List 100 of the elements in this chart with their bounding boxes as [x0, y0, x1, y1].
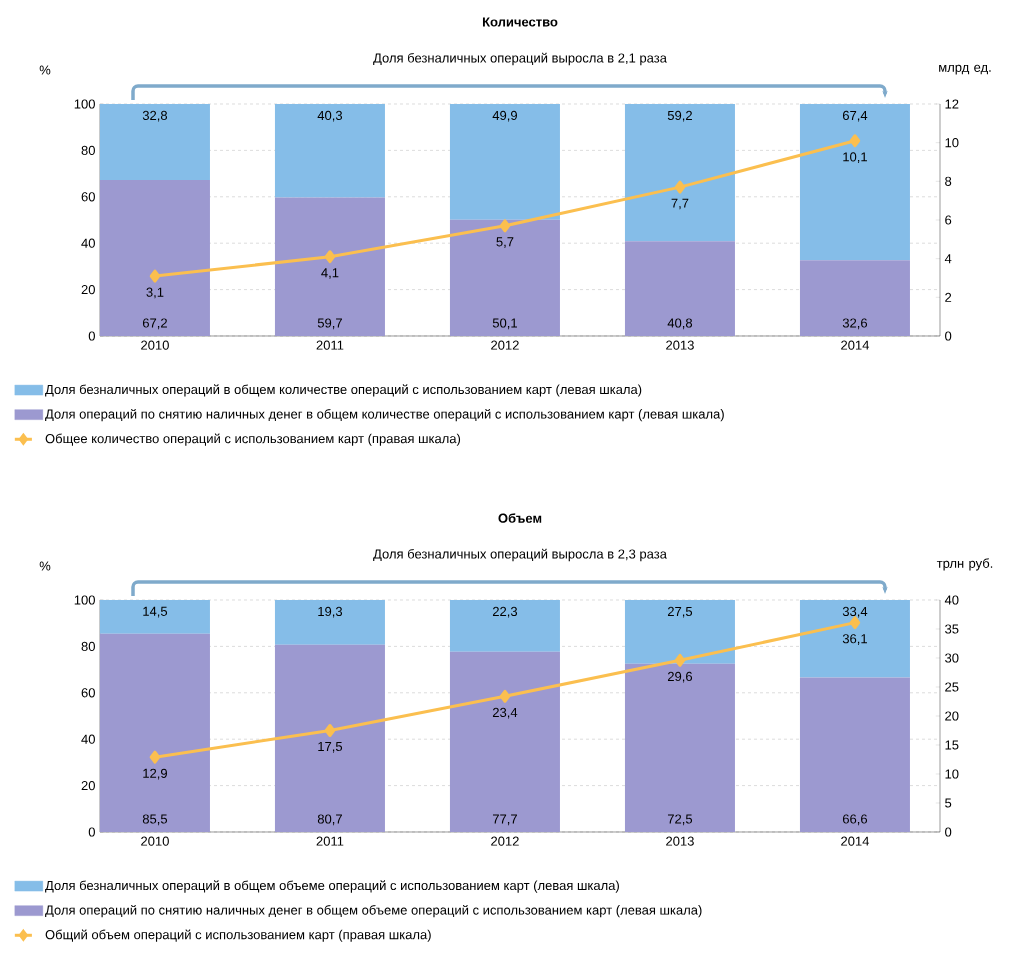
- y-tick-label: 0: [88, 331, 95, 341]
- y-tick-label: 0: [88, 827, 95, 837]
- bar: [99, 633, 210, 832]
- bar: [624, 241, 735, 336]
- legend-label: Доля безналичных операций в общем объеме операций с использованием карт (левая шкала): [45, 880, 619, 893]
- data-label: 23,4: [492, 707, 518, 719]
- y2-tick-label: 30: [945, 653, 959, 663]
- x-tick-label: 2011: [316, 340, 344, 350]
- point: [849, 134, 861, 148]
- y2-tick-label: 4: [944, 254, 952, 264]
- data-label: 80,7: [317, 814, 342, 826]
- y2-tick-label: 0: [945, 827, 952, 837]
- bar: [449, 651, 560, 832]
- bar: [799, 260, 910, 336]
- bar: [449, 103, 560, 220]
- bar: [274, 103, 385, 198]
- data-label: 72,5: [667, 814, 693, 826]
- bar: [624, 600, 735, 664]
- x-tick-label: 2014: [841, 340, 870, 350]
- chart-title: Количество: [482, 17, 558, 27]
- point: [324, 724, 336, 737]
- x-tick-label: 2014: [841, 836, 870, 846]
- data-label: 59,2: [667, 110, 692, 122]
- y2-tick-label: 12: [945, 99, 959, 109]
- data-label: 66,6: [842, 814, 868, 826]
- bar: [449, 600, 560, 652]
- point: [499, 689, 511, 703]
- bar: [99, 180, 210, 336]
- bar: [624, 663, 735, 832]
- data-label: 32,8: [142, 110, 168, 122]
- y2-tick-label: 2: [945, 292, 952, 302]
- y-tick-label: 100: [74, 99, 95, 109]
- y2-tick-label: 6: [945, 215, 952, 225]
- point: [674, 180, 686, 194]
- legend-label: Общее количество операций с использованием карт (правая шкала): [45, 433, 461, 446]
- y2-axis-title: трлн руб.: [936, 558, 993, 571]
- bar: [799, 103, 910, 261]
- x-tick-label: 2010: [141, 836, 169, 846]
- x-tick-label: 2013: [666, 340, 694, 350]
- bar: [274, 644, 385, 832]
- y-tick-label: 60: [81, 192, 95, 202]
- data-label: 12,9: [143, 768, 167, 780]
- data-label: 4,1: [321, 268, 339, 279]
- x-tick-label: 2012: [491, 836, 519, 846]
- y2-tick-label: 0: [945, 331, 952, 341]
- data-label: 49,9: [492, 110, 517, 122]
- bar: [624, 103, 735, 242]
- bar: [274, 197, 385, 336]
- y2-tick-label: 10: [945, 769, 959, 779]
- point: [324, 250, 336, 264]
- chart-title: Объем: [498, 513, 542, 523]
- x-tick-label: 2013: [666, 836, 694, 846]
- data-label: 29,6: [667, 671, 693, 683]
- text: Доля безналичных операций выросла в 2,3 раза: [373, 548, 667, 562]
- data-label: 77,7: [492, 814, 517, 826]
- y-tick-label: 40: [81, 734, 95, 744]
- data-label: 40,8: [667, 318, 693, 330]
- legend-label: Доля безналичных операций в общем количестве операций с использованием карт (левая шкала): [45, 384, 642, 397]
- data-label: 19,3: [318, 606, 343, 618]
- y2-tick-label: 20: [945, 711, 959, 721]
- y-tick-label: 100: [74, 595, 95, 605]
- data-label: 17,5: [318, 742, 343, 753]
- data-label: 10,1: [843, 152, 867, 163]
- legend-label: Доля операций по снятию наличных денег в общем количестве операций с использованием карт (левая шкала): [45, 408, 724, 422]
- point: [149, 750, 161, 764]
- bar: [449, 219, 560, 336]
- bar: [99, 600, 210, 634]
- y-tick-label: 20: [81, 284, 95, 295]
- data-label: 32,6: [842, 318, 868, 330]
- y2-tick-label: 40: [944, 595, 959, 605]
- x-tick-label: 2011: [316, 836, 344, 846]
- data-label: 85,5: [142, 814, 168, 826]
- data-label: 27,5: [667, 606, 693, 618]
- y-tick-label: 40: [81, 238, 95, 248]
- point: [499, 219, 511, 233]
- data-label: 67,2: [142, 318, 167, 330]
- y-axis-title: %: [39, 561, 51, 571]
- y2-tick-label: 8: [945, 176, 952, 186]
- data-label: 7,7: [671, 198, 689, 210]
- legend-label: Доля операций по снятию наличных денег в общем объеме операций с использованием карт (левая шкала): [45, 904, 702, 918]
- y-tick-label: 80: [81, 641, 95, 651]
- y-tick-label: 20: [81, 780, 95, 791]
- data-label: 14,5: [143, 606, 168, 618]
- x-tick-label: 2012: [491, 340, 519, 350]
- y-tick-label: 60: [81, 688, 95, 698]
- data-label: 5,7: [496, 237, 514, 248]
- bar: [799, 677, 910, 832]
- y2-tick-label: 15: [945, 740, 959, 750]
- bar: [274, 600, 385, 645]
- point: [674, 653, 686, 667]
- y2-axis-title: млрд ед.: [939, 64, 991, 75]
- bar: [799, 600, 910, 678]
- data-label: 22,3: [492, 606, 518, 618]
- data-label: 67,4: [842, 110, 868, 122]
- bar: [99, 103, 210, 181]
- legend-label: Общий объем операций с использованием карт (правая шкала): [45, 929, 431, 942]
- y2-tick-label: 25: [945, 682, 959, 692]
- data-label: 3,1: [146, 287, 164, 299]
- data-label: 36,1: [842, 634, 867, 645]
- y2-tick-label: 5: [945, 798, 952, 808]
